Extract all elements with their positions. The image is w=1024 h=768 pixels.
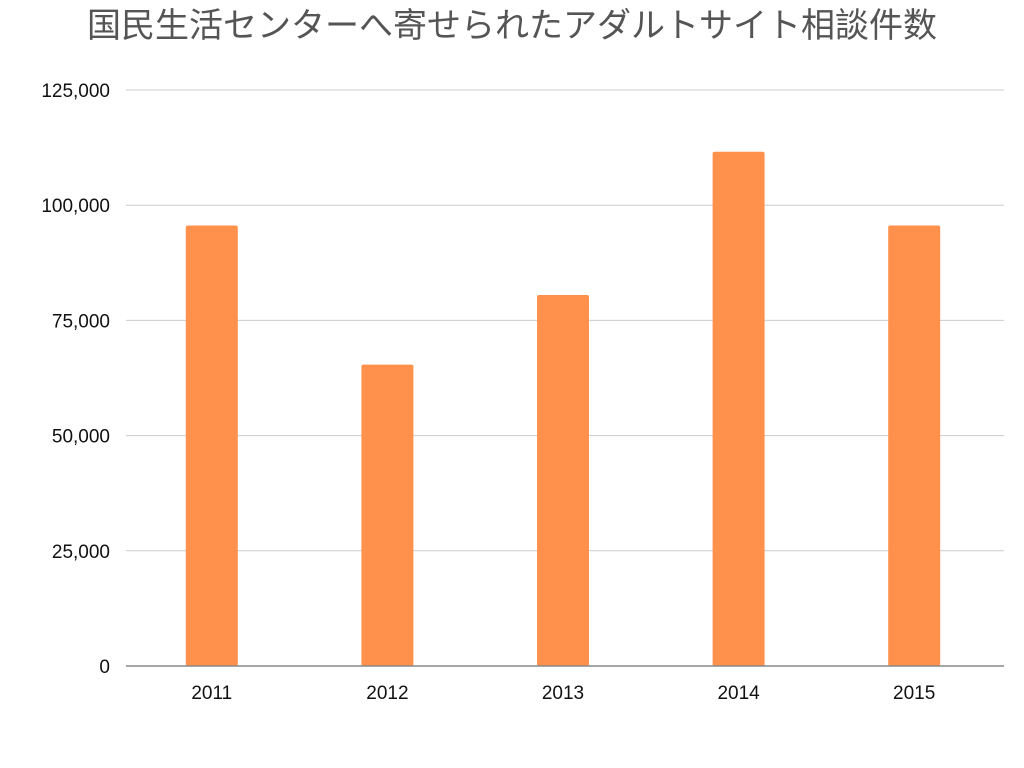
y-tick-label: 100,000 <box>41 196 110 217</box>
y-tick-label: 50,000 <box>52 427 110 448</box>
y-tick-label: 25,000 <box>52 542 110 563</box>
y-tick-labels: 0 25,000 50,000 75,000 100,000 125,000 <box>41 81 110 678</box>
x-tick-labels: 2011 2012 2013 2014 2015 <box>191 683 935 704</box>
bar-2015 <box>888 225 941 666</box>
x-tick-label: 2014 <box>717 683 760 704</box>
x-tick-label: 2012 <box>366 683 408 704</box>
y-tick-label: 125,000 <box>41 81 110 102</box>
x-tick-label: 2015 <box>893 683 935 704</box>
bars <box>185 151 941 666</box>
y-tick-label: 0 <box>99 657 110 678</box>
x-tick-label: 2013 <box>542 683 584 704</box>
chart-title: 国民生活センターへ寄せられたアダルトサイト相談件数 <box>87 6 937 46</box>
bar-2014 <box>712 151 765 666</box>
bar-2013 <box>537 295 589 666</box>
y-tick-label: 75,000 <box>52 311 110 332</box>
bar-2012 <box>361 364 414 666</box>
bar-2011 <box>185 225 238 666</box>
x-tick-label: 2011 <box>191 683 232 704</box>
